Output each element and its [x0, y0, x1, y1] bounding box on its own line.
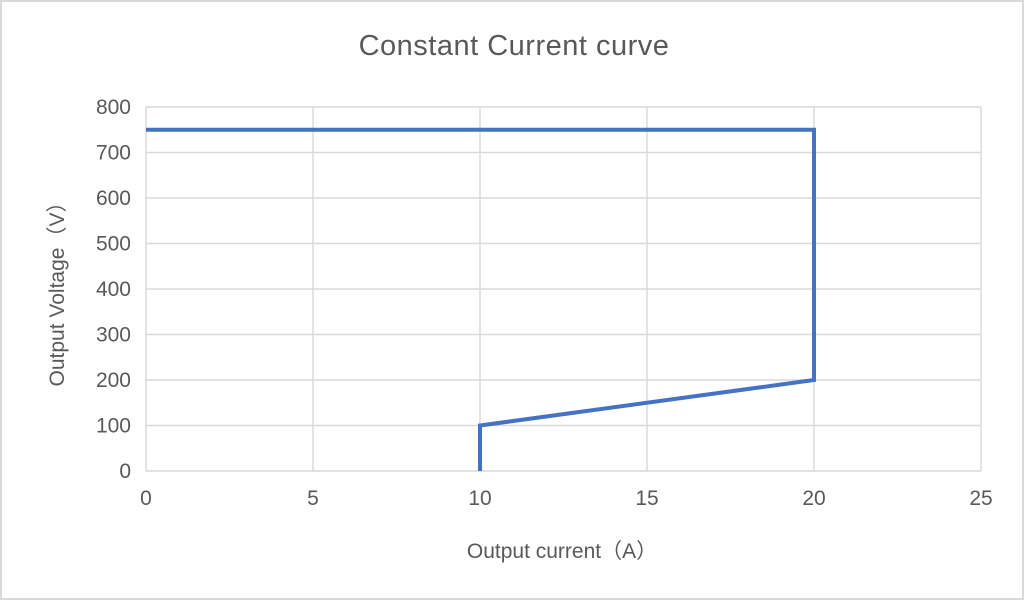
y-axis-title: Output Voltage（V） — [46, 191, 69, 387]
y-tick-label: 100 — [96, 415, 131, 438]
y-tick-label: 600 — [96, 187, 131, 210]
x-tick-label: 25 — [969, 487, 992, 510]
y-tick-label: 200 — [96, 369, 131, 392]
y-tick-label: 400 — [96, 278, 131, 301]
x-tick-label: 0 — [140, 487, 152, 510]
y-tick-label: 700 — [96, 142, 131, 165]
x-tick-label: 5 — [307, 487, 319, 510]
x-tick-label: 20 — [802, 487, 825, 510]
x-tick-label: 10 — [468, 487, 491, 510]
y-tick-label: 0 — [119, 460, 131, 483]
x-axis-title: Output current（A） — [466, 540, 658, 563]
chart-title: Constant Current curve — [358, 30, 670, 62]
y-tick-label: 300 — [96, 324, 131, 347]
y-tick-label: 500 — [96, 233, 131, 256]
y-tick-label: 800 — [96, 96, 131, 119]
x-tick-label: 15 — [635, 487, 658, 510]
series-line — [146, 127, 816, 471]
